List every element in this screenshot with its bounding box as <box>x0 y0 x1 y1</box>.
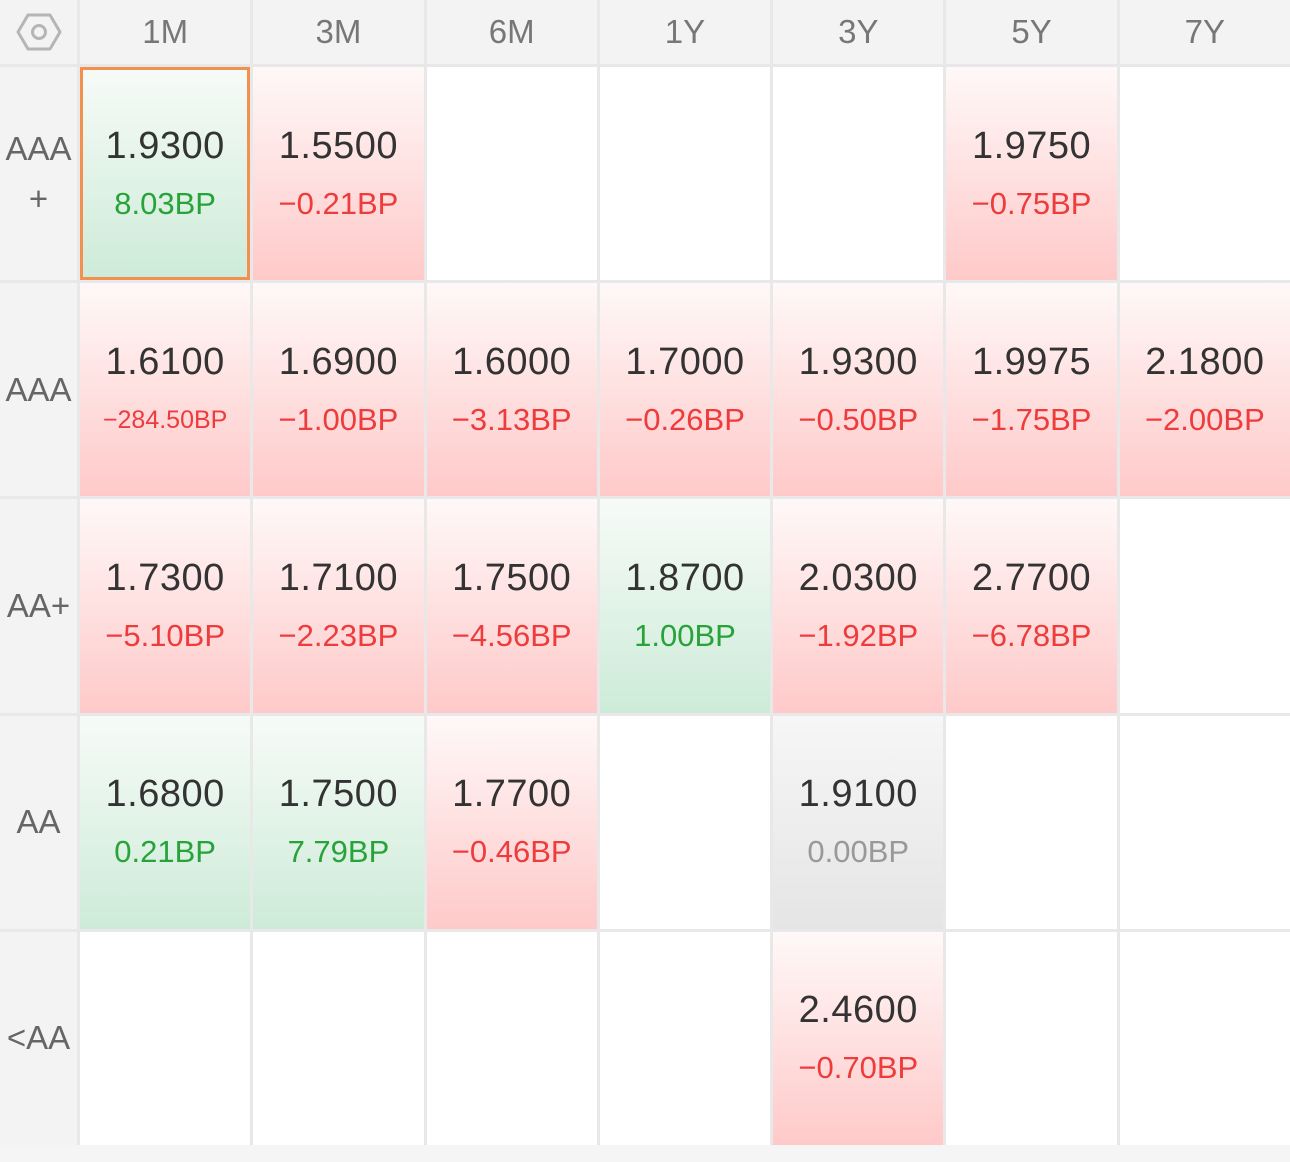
change-value: −284.50BP <box>102 405 228 434</box>
rate-value: 1.7500 <box>278 773 399 816</box>
rate-value: 2.4600 <box>798 989 918 1032</box>
hexagon-gear-icon <box>16 13 61 51</box>
empty-cell <box>253 931 424 1145</box>
change-value: −3.13BP <box>451 401 572 437</box>
change-value: −1.75BP <box>971 401 1092 437</box>
rate-value: 1.7100 <box>278 556 399 599</box>
rate-value: 1.6100 <box>105 340 225 383</box>
column-header-3m[interactable]: 3M <box>253 0 424 64</box>
rate-cell[interactable]: 1.9300 8.03BP <box>80 67 251 281</box>
change-value: −0.26BP <box>625 401 745 437</box>
row-header[interactable]: AAA+ <box>0 67 77 281</box>
column-header-3y[interactable]: 3Y <box>773 0 944 64</box>
empty-cell <box>599 931 771 1145</box>
change-value: 8.03BP <box>114 185 216 221</box>
rate-cell[interactable]: 1.7500 −4.56BP <box>426 499 597 713</box>
change-value: 0.21BP <box>114 834 216 870</box>
rate-cell[interactable]: 1.6100 −284.50BP <box>80 283 251 497</box>
row-header[interactable]: <AA <box>0 931 77 1145</box>
column-header-1m[interactable]: 1M <box>80 0 251 64</box>
rate-value: 1.6000 <box>452 340 572 383</box>
rate-cell[interactable]: 1.7300 −5.10BP <box>80 499 251 713</box>
empty-cell <box>1119 67 1290 281</box>
change-value: −0.46BP <box>451 834 572 870</box>
settings-button[interactable] <box>0 0 77 64</box>
empty-cell <box>1119 499 1290 713</box>
change-value: −2.00BP <box>1144 401 1265 437</box>
rate-cell[interactable]: 1.8700 1.00BP <box>599 499 771 713</box>
rate-cell[interactable]: 1.5500 −0.21BP <box>253 67 424 281</box>
rate-value: 1.9300 <box>798 340 918 383</box>
rate-value: 2.0300 <box>798 556 918 599</box>
change-value: −0.21BP <box>278 185 399 221</box>
rate-value: 1.7700 <box>452 773 572 816</box>
change-value: −2.23BP <box>278 617 399 653</box>
rate-cell[interactable]: 1.6000 −3.13BP <box>426 283 597 497</box>
rate-value: 1.7500 <box>452 556 572 599</box>
change-value: 7.79BP <box>287 834 390 870</box>
rate-cell[interactable]: 1.6900 −1.00BP <box>253 283 424 497</box>
rate-cell[interactable]: 1.6800 0.21BP <box>80 715 251 929</box>
rate-value: 1.9300 <box>105 124 225 167</box>
empty-cell <box>80 931 251 1145</box>
change-value: −1.00BP <box>278 401 399 437</box>
rate-value: 1.5500 <box>278 124 399 167</box>
change-value: 0.00BP <box>807 834 910 870</box>
rate-cell[interactable]: 1.7700 −0.46BP <box>426 715 597 929</box>
rate-cell[interactable]: 2.7700 −6.78BP <box>946 499 1117 713</box>
rate-cell[interactable]: 2.0300 −1.92BP <box>773 499 944 713</box>
rate-value: 1.6800 <box>105 773 225 816</box>
rate-value: 1.7000 <box>625 340 745 383</box>
rate-cell[interactable]: 1.7100 −2.23BP <box>253 499 424 713</box>
empty-cell <box>946 715 1117 929</box>
row-header[interactable]: AA+ <box>0 499 77 713</box>
column-header-7y[interactable]: 7Y <box>1119 0 1290 64</box>
rate-value: 1.9975 <box>971 340 1092 383</box>
change-value: −4.56BP <box>451 617 572 653</box>
rate-value: 2.1800 <box>1145 340 1265 383</box>
change-value: −0.70BP <box>798 1050 919 1086</box>
rate-value: 2.7700 <box>971 556 1092 599</box>
rate-value: 1.8700 <box>625 556 745 599</box>
change-value: −5.10BP <box>105 617 226 653</box>
empty-cell <box>946 931 1117 1145</box>
row-header[interactable]: AA <box>0 715 77 929</box>
rate-cell[interactable]: 2.1800 −2.00BP <box>1119 283 1290 497</box>
change-value: −1.92BP <box>798 617 919 653</box>
rate-value: 1.9750 <box>971 124 1092 167</box>
empty-cell <box>426 67 597 281</box>
rate-value: 1.7300 <box>105 556 225 599</box>
row-header[interactable]: AAA <box>0 283 77 497</box>
rate-cell[interactable]: 2.4600 −0.70BP <box>773 931 944 1145</box>
column-header-6m[interactable]: 6M <box>426 0 597 64</box>
rate-value: 1.6900 <box>278 340 399 383</box>
rate-cell[interactable]: 1.9100 0.00BP <box>773 715 944 929</box>
rate-value: 1.9100 <box>798 773 918 816</box>
empty-cell <box>1119 931 1290 1145</box>
empty-cell <box>599 67 771 281</box>
change-value: −0.75BP <box>971 185 1092 221</box>
empty-cell <box>1119 715 1290 929</box>
change-value: −6.78BP <box>971 617 1092 653</box>
rate-cell[interactable]: 1.9300 −0.50BP <box>773 283 944 497</box>
empty-cell <box>773 67 944 281</box>
column-header-5y[interactable]: 5Y <box>946 0 1117 64</box>
rate-cell[interactable]: 1.7500 7.79BP <box>253 715 424 929</box>
rate-cell[interactable]: 1.9750 −0.75BP <box>946 67 1117 281</box>
rate-cell[interactable]: 1.9975 −1.75BP <box>946 283 1117 497</box>
change-value: −0.50BP <box>798 401 919 437</box>
column-header-1y[interactable]: 1Y <box>599 0 771 64</box>
empty-cell <box>599 715 771 929</box>
rate-cell[interactable]: 1.7000 −0.26BP <box>599 283 771 497</box>
empty-cell <box>426 931 597 1145</box>
change-value: 1.00BP <box>634 617 736 653</box>
